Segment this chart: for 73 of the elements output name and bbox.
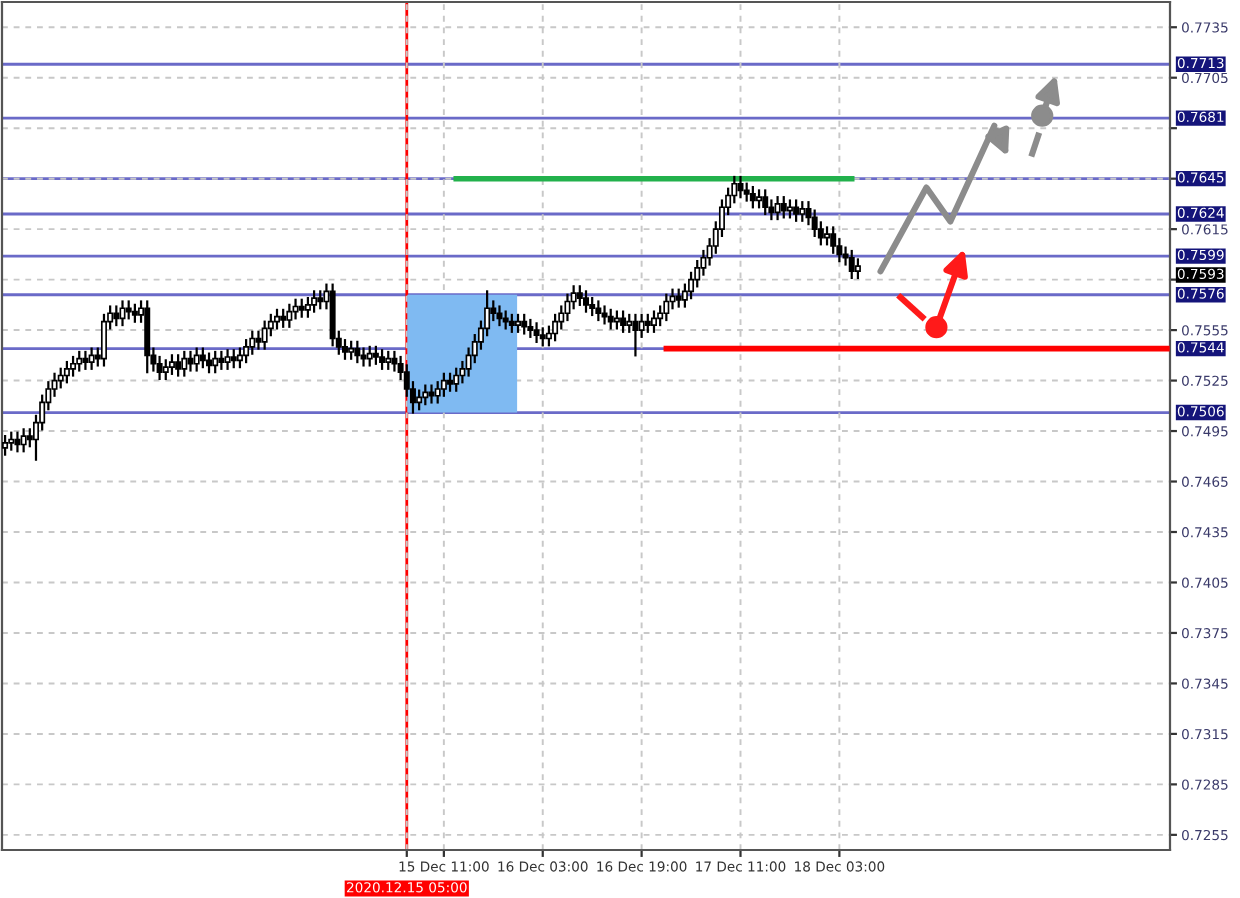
candlestick [360,347,367,367]
candlestick [663,293,670,322]
candlestick [391,350,398,372]
candlestick [76,350,83,372]
candlestick [212,350,219,374]
candlestick [20,428,27,453]
candlestick [638,313,645,338]
candlestick [583,290,589,313]
candlestick [14,431,21,453]
candlestick [193,347,200,372]
candlestick [533,322,540,343]
candlestick [63,360,70,384]
candlestick [57,367,64,389]
candlestick [311,290,318,313]
candlestick [490,300,497,322]
candlestick [168,354,175,375]
candlestick [830,226,837,254]
candlestick [175,354,182,377]
candlestick [799,201,806,222]
candlestick [607,308,614,330]
candlestick [749,185,756,209]
candlestick [428,384,435,404]
candlestick [354,340,361,364]
candlestick [379,349,386,370]
candlestick [236,347,243,369]
candlestick [304,297,311,318]
candlestick [156,355,163,380]
candlestick [793,199,800,222]
candlestick [255,330,262,350]
candlestick [632,313,639,357]
candlestick [440,372,447,397]
candlestick [144,300,151,374]
candlestick [416,389,423,411]
candlestick [576,285,583,306]
candlestick [341,339,348,360]
candlestick [249,330,256,355]
candlestick [162,359,169,380]
candlestick [434,381,441,404]
candlestick [762,189,769,216]
candlestick [100,313,107,367]
candlestick [496,305,503,327]
candlestick [601,305,608,325]
candlestick [366,345,373,367]
candlestick [70,355,77,377]
candlestick [88,347,95,370]
candlestick [224,349,231,370]
candlestick [2,434,9,456]
candlestick [82,350,89,370]
candlestick [187,350,194,372]
candlestick [521,313,528,335]
candlestick [243,339,250,364]
candlestick [113,305,120,327]
candlestick [848,249,855,280]
candlestick [422,384,429,406]
candlestick [854,258,861,280]
candlestick [774,196,781,221]
candlestick [286,303,293,328]
candlestick [181,350,188,377]
candlestick [329,283,336,347]
candlestick [453,367,460,392]
candlestick [261,320,268,350]
candlestick [199,347,206,369]
candlestick [552,313,559,342]
candlestick [274,308,281,330]
candlestick [564,293,571,322]
candlestick [119,300,126,327]
candlestick [650,310,657,333]
candlestick [620,310,627,333]
candlestick [595,300,602,322]
candlestick [292,298,299,320]
candlestick [206,352,213,374]
candlestick [811,209,818,237]
candlestick [780,196,787,219]
